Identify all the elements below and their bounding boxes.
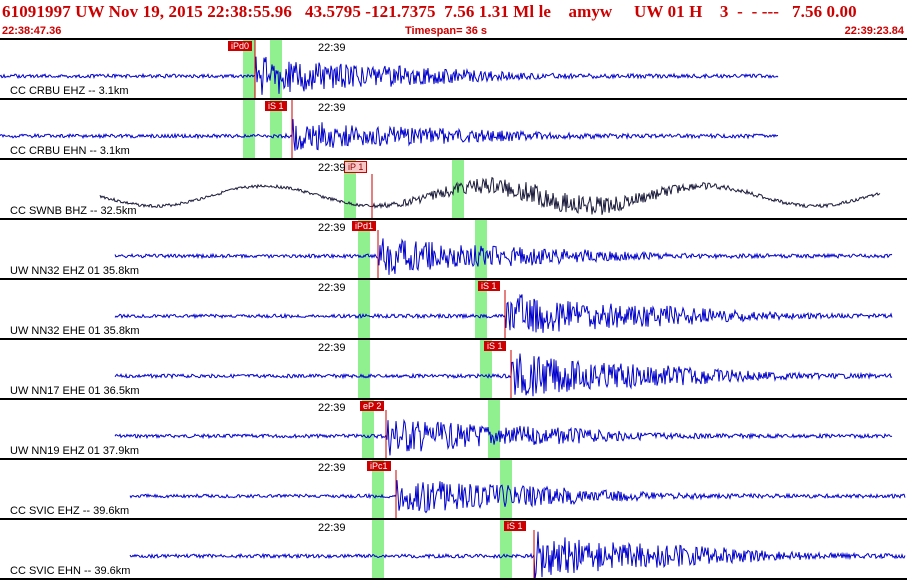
channel-label: CC CRBU EHN -- 3.1km xyxy=(10,145,130,157)
trace-panel[interactable]: iS 1 22:39 UW NN32 EHE 01 35.8km xyxy=(0,278,907,338)
pick-label[interactable]: iPd1 xyxy=(352,221,377,231)
waveform xyxy=(0,100,779,158)
waveform xyxy=(129,460,906,518)
pick-label[interactable]: iS 1 xyxy=(484,341,506,351)
pick-label[interactable]: iPd0 xyxy=(228,41,253,51)
channel-label: UW NN17 EHE 01 36.5km xyxy=(10,385,140,397)
trace-panel[interactable]: iP 1 22:39 CC SWNB BHZ -- 32.5km xyxy=(0,158,907,218)
channel-label: CC CRBU EHZ -- 3.1km xyxy=(10,85,129,97)
pick-label[interactable]: iS 1 xyxy=(504,521,526,531)
waveform xyxy=(114,280,893,338)
pick-label[interactable]: iS 1 xyxy=(265,101,287,111)
waveform xyxy=(114,220,893,278)
trace-panel[interactable]: iS 1 22:39 UW NN17 EHE 01 36.5km xyxy=(0,338,907,398)
time-tick: 22:39 xyxy=(318,162,346,174)
trace-panel[interactable]: iPc1 22:39 CC SVIC EHZ -- 39.6km xyxy=(0,458,907,518)
timespan: Timespan= 36 s xyxy=(405,25,488,37)
event-header: 61091997 UW Nov 19, 2015 22:38:55.96 43.… xyxy=(0,0,907,40)
time-tick: 22:39 xyxy=(318,102,346,114)
trace-panel[interactable]: iS 1 22:39 CC CRBU EHN -- 3.1km xyxy=(0,98,907,158)
trace-panel[interactable]: iPd0 22:39 CC CRBU EHZ -- 3.1km xyxy=(0,38,907,98)
waveform xyxy=(0,40,779,98)
channel-label: CC SWNB BHZ -- 32.5km xyxy=(10,205,137,217)
time-tick: 22:39 xyxy=(318,42,346,54)
channel-label: UW NN19 EHZ 01 37.9km xyxy=(10,445,139,457)
time-tick: 22:39 xyxy=(318,402,346,414)
waveform xyxy=(129,520,906,578)
channel-label: CC SVIC EHN -- 39.6km xyxy=(10,565,131,577)
time-tick: 22:39 xyxy=(318,342,346,354)
trace-panel[interactable]: iS 1 22:39 CC SVIC EHN -- 39.6km xyxy=(0,518,907,578)
waveform xyxy=(99,160,881,218)
channel-label: UW NN32 EHZ 01 35.8km xyxy=(10,265,139,277)
event-title: 61091997 UW Nov 19, 2015 22:38:55.96 43.… xyxy=(2,2,857,21)
pick-label[interactable]: iS 1 xyxy=(478,281,500,291)
time-tick: 22:39 xyxy=(318,522,346,534)
channel-label: CC SVIC EHZ -- 39.6km xyxy=(10,505,130,517)
end-time: 22:39:23.84 xyxy=(844,25,904,37)
time-tick: 22:39 xyxy=(318,222,346,234)
start-time: 22:38:47.36 xyxy=(2,25,62,37)
pick-label[interactable]: iPc1 xyxy=(367,461,391,471)
pick-label[interactable]: eP 2 xyxy=(360,401,385,411)
trace-panel[interactable]: eP 2 22:39 UW NN19 EHZ 01 37.9km xyxy=(0,398,907,458)
bottom-border xyxy=(0,578,907,580)
waveform xyxy=(114,340,893,398)
trace-panel[interactable]: iPd1 22:39 UW NN32 EHZ 01 35.8km xyxy=(0,218,907,278)
time-tick: 22:39 xyxy=(318,462,346,474)
seismogram-panels: iPd0 22:39 CC CRBU EHZ -- 3.1km iS 1 22:… xyxy=(0,38,907,580)
channel-label: UW NN32 EHE 01 35.8km xyxy=(10,325,140,337)
pick-label[interactable]: iP 1 xyxy=(344,161,368,173)
time-tick: 22:39 xyxy=(318,282,346,294)
waveform xyxy=(114,400,893,458)
